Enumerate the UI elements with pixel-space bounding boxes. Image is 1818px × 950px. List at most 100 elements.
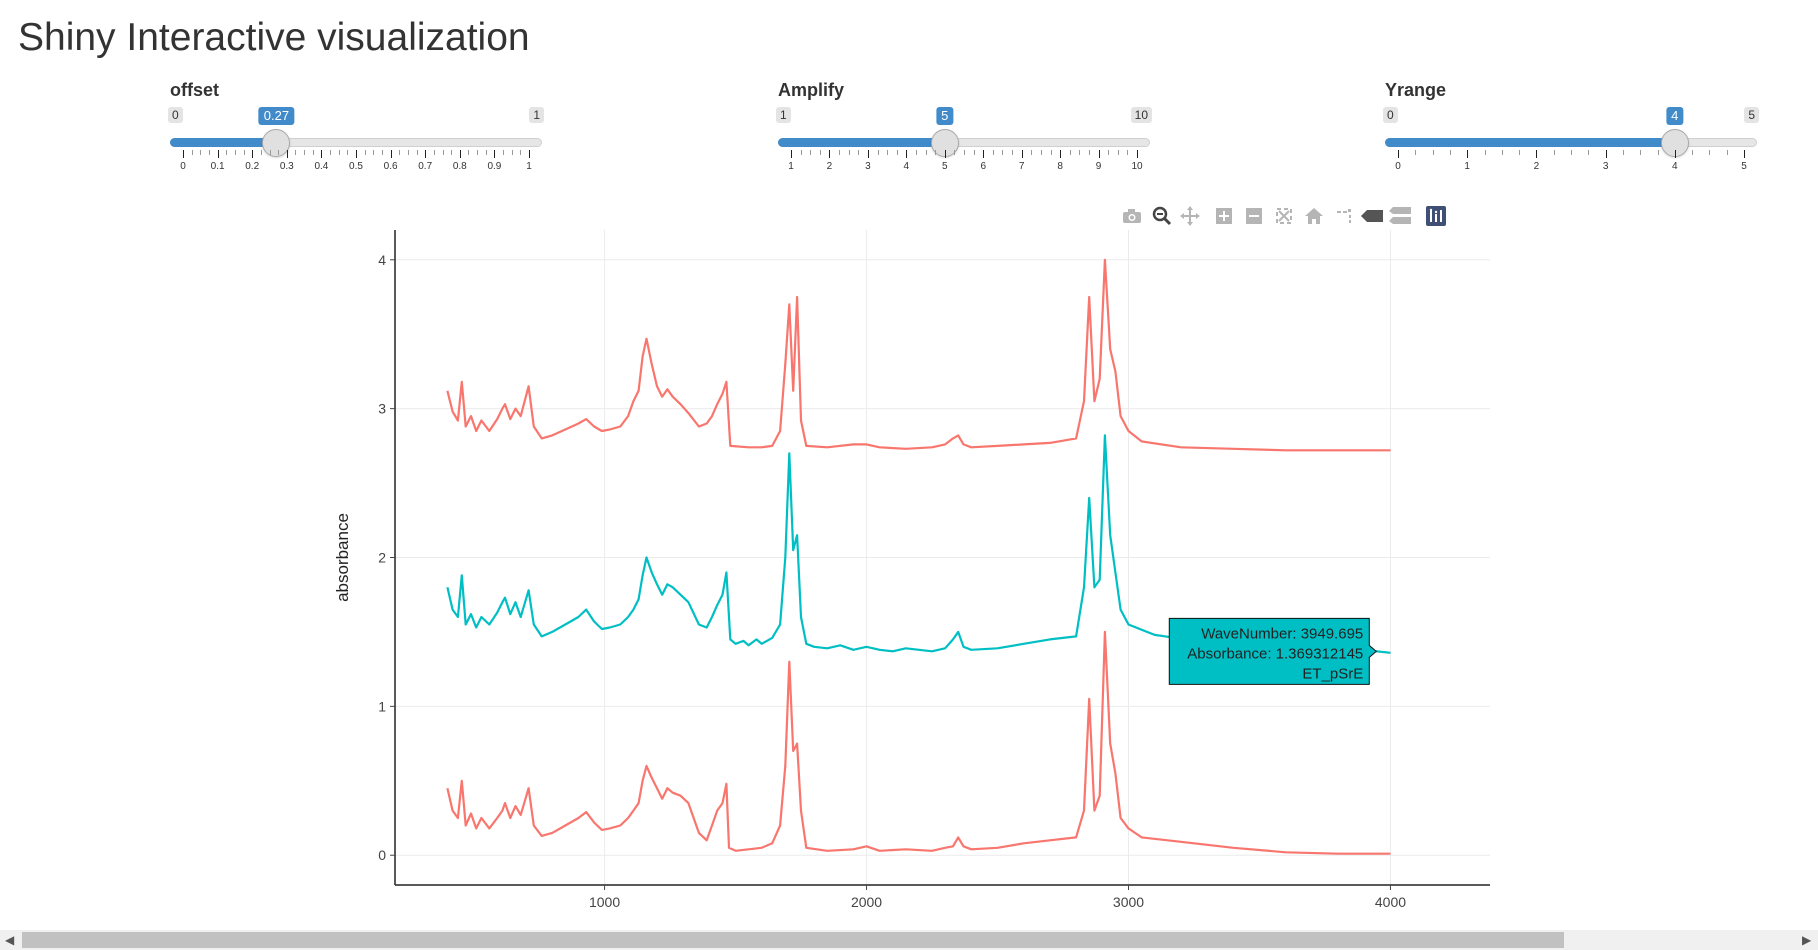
slider-tick <box>791 150 792 158</box>
slider-minor-tick <box>381 150 383 155</box>
slider-minor-tick <box>1588 150 1590 155</box>
hover-tooltip-text: ET_pSrE <box>1302 665 1363 682</box>
slider-minor-tick <box>1640 150 1642 155</box>
slider-minor-tick <box>511 150 513 155</box>
x-tick-label: 1000 <box>589 894 620 910</box>
slider-minor-tick <box>269 150 271 155</box>
slider-value-badge: 4 <box>1666 107 1684 125</box>
offset-slider[interactable]: offset 0 1 0.27 0 0.1 0.2 0.3 0.4 0.5 0.6 0.7 0.8 0.9… <box>168 76 544 186</box>
slider-minor-tick <box>1031 150 1033 155</box>
plotly-logo-icon[interactable] <box>1424 204 1448 228</box>
slider-tick-label: 8 <box>1057 161 1063 172</box>
slider-label: Amplify <box>778 80 845 100</box>
slider-tick-label: 0.5 <box>349 161 363 172</box>
slider-minor-tick <box>887 150 889 155</box>
slider-tick-label: 1 <box>788 161 794 172</box>
slider-minor-tick <box>1127 150 1129 155</box>
slider-max-badge: 1 <box>529 107 544 123</box>
zoom-out-icon[interactable] <box>1242 204 1266 228</box>
slider-ticks: 1 2 3 4 5 6 7 8 9 10 <box>778 150 1150 180</box>
slider-minor-tick <box>373 150 375 155</box>
slider-minor-tick <box>451 150 453 155</box>
slider-minor-tick <box>477 150 479 155</box>
yrange-slider[interactable]: Yrange 0 5 4 0 1 2 3 4 5 <box>1383 76 1759 186</box>
zoom-in-icon[interactable] <box>1212 204 1236 228</box>
scrollbar-thumb[interactable] <box>22 932 1564 948</box>
x-tick-label: 3000 <box>1113 894 1144 910</box>
slider-minor-tick <box>520 150 522 155</box>
reset-axes-icon[interactable] <box>1302 204 1326 228</box>
slider-minor-tick <box>433 150 435 155</box>
slider-ticks: 0 0.1 0.2 0.3 0.4 0.5 0.6 0.7 0.8 0.9 1 <box>170 150 542 180</box>
slider-minor-tick <box>191 150 193 155</box>
slider-tick-label: 5 <box>941 161 948 172</box>
x-tick-label: 4000 <box>1375 894 1406 910</box>
slider-handle[interactable] <box>262 129 291 157</box>
slider-tick <box>1605 150 1607 158</box>
slider-tick-label: 0.6 <box>383 161 398 172</box>
slider-min-badge: 1 <box>776 107 791 123</box>
slider-minor-tick <box>208 150 210 155</box>
slider-minor-tick <box>1726 150 1728 155</box>
spike-lines-icon[interactable] <box>1332 204 1356 228</box>
slider-tick-label: 5 <box>1741 161 1747 172</box>
zoom-icon[interactable] <box>1150 204 1174 228</box>
slider-minor-tick <box>347 150 349 155</box>
slider-tick <box>983 150 985 158</box>
slider-tick <box>494 150 496 158</box>
autoscale-icon[interactable] <box>1272 204 1296 228</box>
slider-minor-tick <box>330 150 332 155</box>
slider-minor-tick <box>364 150 366 155</box>
slider-minor-tick <box>1069 150 1071 155</box>
slider-tick <box>252 150 254 158</box>
slider-tick-label: 0.2 <box>245 161 260 172</box>
amplify-slider[interactable]: Amplify 1 10 5 1 2 3 4 5 6 7 8 9 10 <box>776 76 1152 186</box>
series-line-1[interactable] <box>446 630 1391 855</box>
scroll-right-arrow-icon[interactable]: ▶ <box>1802 933 1812 947</box>
camera-icon[interactable] <box>1120 204 1144 228</box>
slider-minor-tick <box>800 150 802 155</box>
slider-minor-tick <box>877 150 879 155</box>
slider-tick-label: 0.4 <box>314 161 329 172</box>
slider-tick <box>906 150 908 158</box>
slider-minor-tick <box>407 150 409 155</box>
slider-tick <box>1674 150 1676 158</box>
slider-tick <box>529 150 530 158</box>
pan-icon[interactable] <box>1178 204 1202 228</box>
slider-tick <box>1021 150 1023 158</box>
slider-tick <box>1098 150 1100 158</box>
slider-minor-tick <box>858 150 860 155</box>
slider-minor-tick <box>1692 150 1694 155</box>
slider-minor-tick <box>468 150 470 155</box>
absorbance-chart[interactable]: 1000 2000 3000 4000 0 1 2 3 4 absorbance WaveNumbe… <box>330 220 1540 930</box>
slider-minor-tick <box>1002 150 1004 155</box>
slider-minor-tick <box>1079 150 1081 155</box>
slider-tick <box>356 150 357 158</box>
slider-tick-label: 1 <box>526 161 532 172</box>
hover-closest-icon[interactable] <box>1360 204 1384 228</box>
slider-label: offset <box>170 80 219 100</box>
slider-minor-tick <box>1571 150 1572 155</box>
slider-tick <box>286 150 288 158</box>
slider-tick-label: 1 <box>1464 161 1470 172</box>
slider-tick-label: 2 <box>1533 161 1540 172</box>
slider-tick-label: 4 <box>903 161 910 172</box>
slider-tick <box>321 150 323 158</box>
scroll-left-arrow-icon[interactable]: ◀ <box>5 933 15 947</box>
hover-compare-icon[interactable] <box>1388 204 1412 228</box>
hover-tooltip-text: WaveNumber: 3949.695 <box>1201 625 1363 642</box>
slider-minor-tick <box>503 150 505 155</box>
slider-minor-tick <box>954 150 956 155</box>
slider-track-fill <box>1385 138 1675 147</box>
slider-minor-tick <box>1108 150 1110 155</box>
slider-minor-tick <box>848 150 850 155</box>
series-line-3[interactable] <box>446 258 1391 452</box>
slider-minor-tick <box>896 150 898 155</box>
slider-minor-tick <box>304 150 306 155</box>
slider-max-badge: 5 <box>1744 107 1759 123</box>
horizontal-scrollbar[interactable]: ◀ ▶ <box>0 930 1818 950</box>
series-line-2[interactable] <box>446 434 1391 654</box>
slider-tick-label: 0.8 <box>452 161 467 172</box>
slider-tick-label: 9 <box>1095 161 1102 172</box>
slider-minor-tick <box>312 150 314 155</box>
